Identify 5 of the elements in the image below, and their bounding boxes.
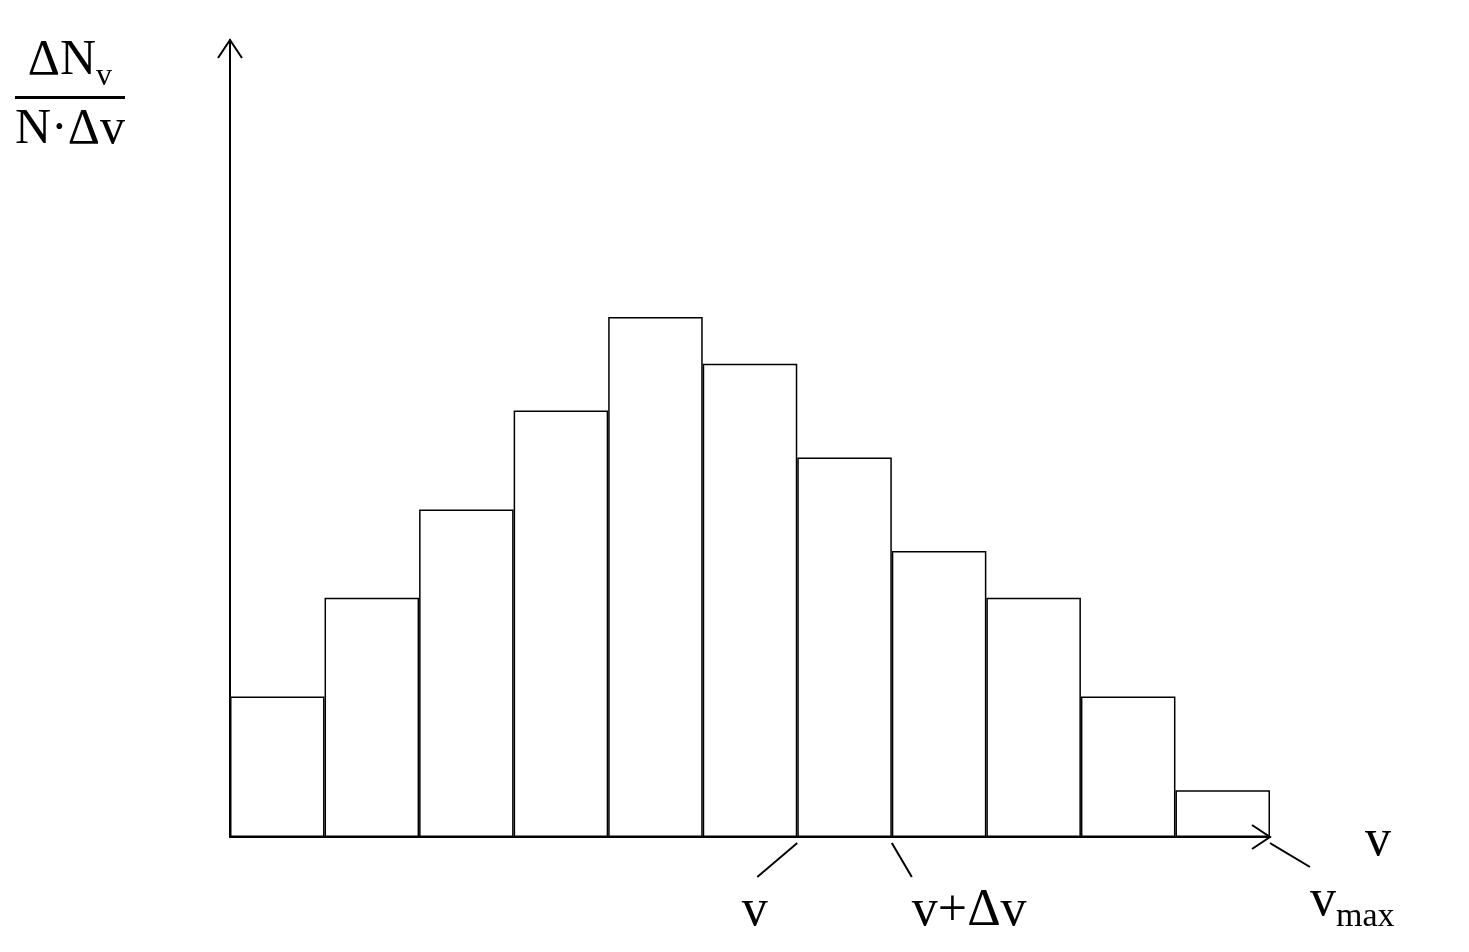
text: v: [741, 879, 768, 936]
text: v+Δv: [911, 879, 1027, 936]
x-axis-title: v: [1365, 808, 1391, 866]
y-axis-title: ΔN$_{v}$ N·Δv: [15, 29, 125, 155]
text: v$_{max}$: [1310, 869, 1395, 934]
